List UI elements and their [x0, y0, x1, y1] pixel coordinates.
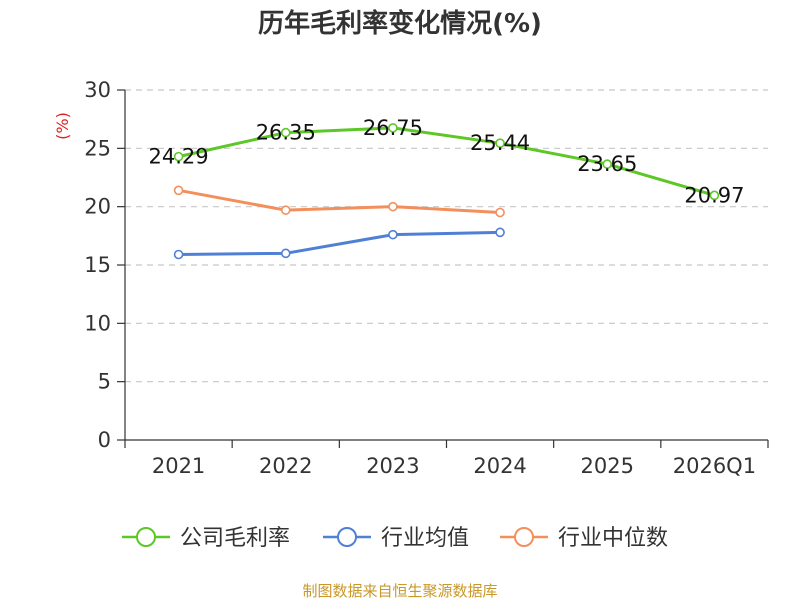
series-line: [178, 230, 501, 256]
x-tick-label: 2025: [581, 454, 634, 478]
data-point: [388, 229, 398, 240]
x-tick-label: 2026Q1: [673, 454, 756, 478]
y-tick-label: 25: [84, 136, 111, 160]
y-tick-label: 30: [84, 78, 111, 102]
data-label: 26.35: [256, 121, 316, 145]
data-point: [280, 127, 291, 138]
data-point: [173, 249, 184, 260]
data-point: [495, 207, 505, 218]
data-point: [709, 190, 720, 201]
y-tick-labels: 0 5 10 15 20 25 30: [84, 78, 111, 452]
legend-item[interactable]: 行业均值: [323, 526, 469, 551]
data-point: [280, 205, 291, 215]
legend-marker: [136, 527, 156, 547]
x-tick-label: 2022: [259, 454, 312, 478]
x-tick-label: 2023: [366, 454, 419, 478]
series-line: [178, 126, 715, 197]
data-point: [388, 201, 398, 212]
source-note: 制图数据来自恒生聚源数据库: [302, 582, 497, 600]
data-point: [173, 185, 184, 196]
data-label: 20.97: [684, 183, 744, 207]
data-label: 25.44: [470, 131, 530, 155]
data-point: [173, 151, 184, 162]
legend-item[interactable]: 公司毛利率: [122, 526, 290, 551]
data-point: [495, 227, 505, 238]
x-tick-label: 2024: [473, 454, 526, 478]
x-tick-label: 2021: [152, 454, 205, 478]
grid: [125, 89, 768, 383]
legend-label: 行业中位数: [558, 526, 668, 551]
data-label: 24.29: [149, 145, 209, 169]
legend-label: 公司毛利率: [180, 526, 290, 551]
y-tick-label: 20: [84, 195, 111, 219]
y-tick-label: 10: [84, 311, 111, 335]
data-label: 23.65: [577, 152, 637, 176]
chart-title: 历年毛利率变化情况(%): [258, 8, 542, 39]
legend-marker: [514, 527, 534, 547]
data-point: [280, 248, 291, 259]
x-tick-labels: 2021 2022 2023 2024 2025 2026Q1: [152, 454, 756, 478]
series-line: [178, 188, 501, 214]
y-tick-label: 5: [98, 370, 111, 394]
data-point: [602, 159, 613, 169]
y-tick-label: 0: [98, 428, 111, 452]
legend-item[interactable]: 行业中位数: [500, 526, 668, 551]
legend[interactable]: 公司毛利率 行业均值 行业中位数: [122, 526, 668, 551]
axes: [117, 89, 769, 448]
data-labels: 24.29 26.35 26.75 25.44 23.65 20.97: [149, 116, 745, 207]
legend-marker: [337, 527, 357, 547]
data-point: [495, 138, 505, 148]
y-tick-label: 15: [84, 253, 111, 277]
data-point: [388, 123, 398, 133]
data-label: 26.75: [363, 116, 423, 140]
series-layer: [173, 123, 720, 260]
y-axis-unit: (%): [53, 112, 72, 140]
legend-label: 行业均值: [381, 526, 469, 551]
